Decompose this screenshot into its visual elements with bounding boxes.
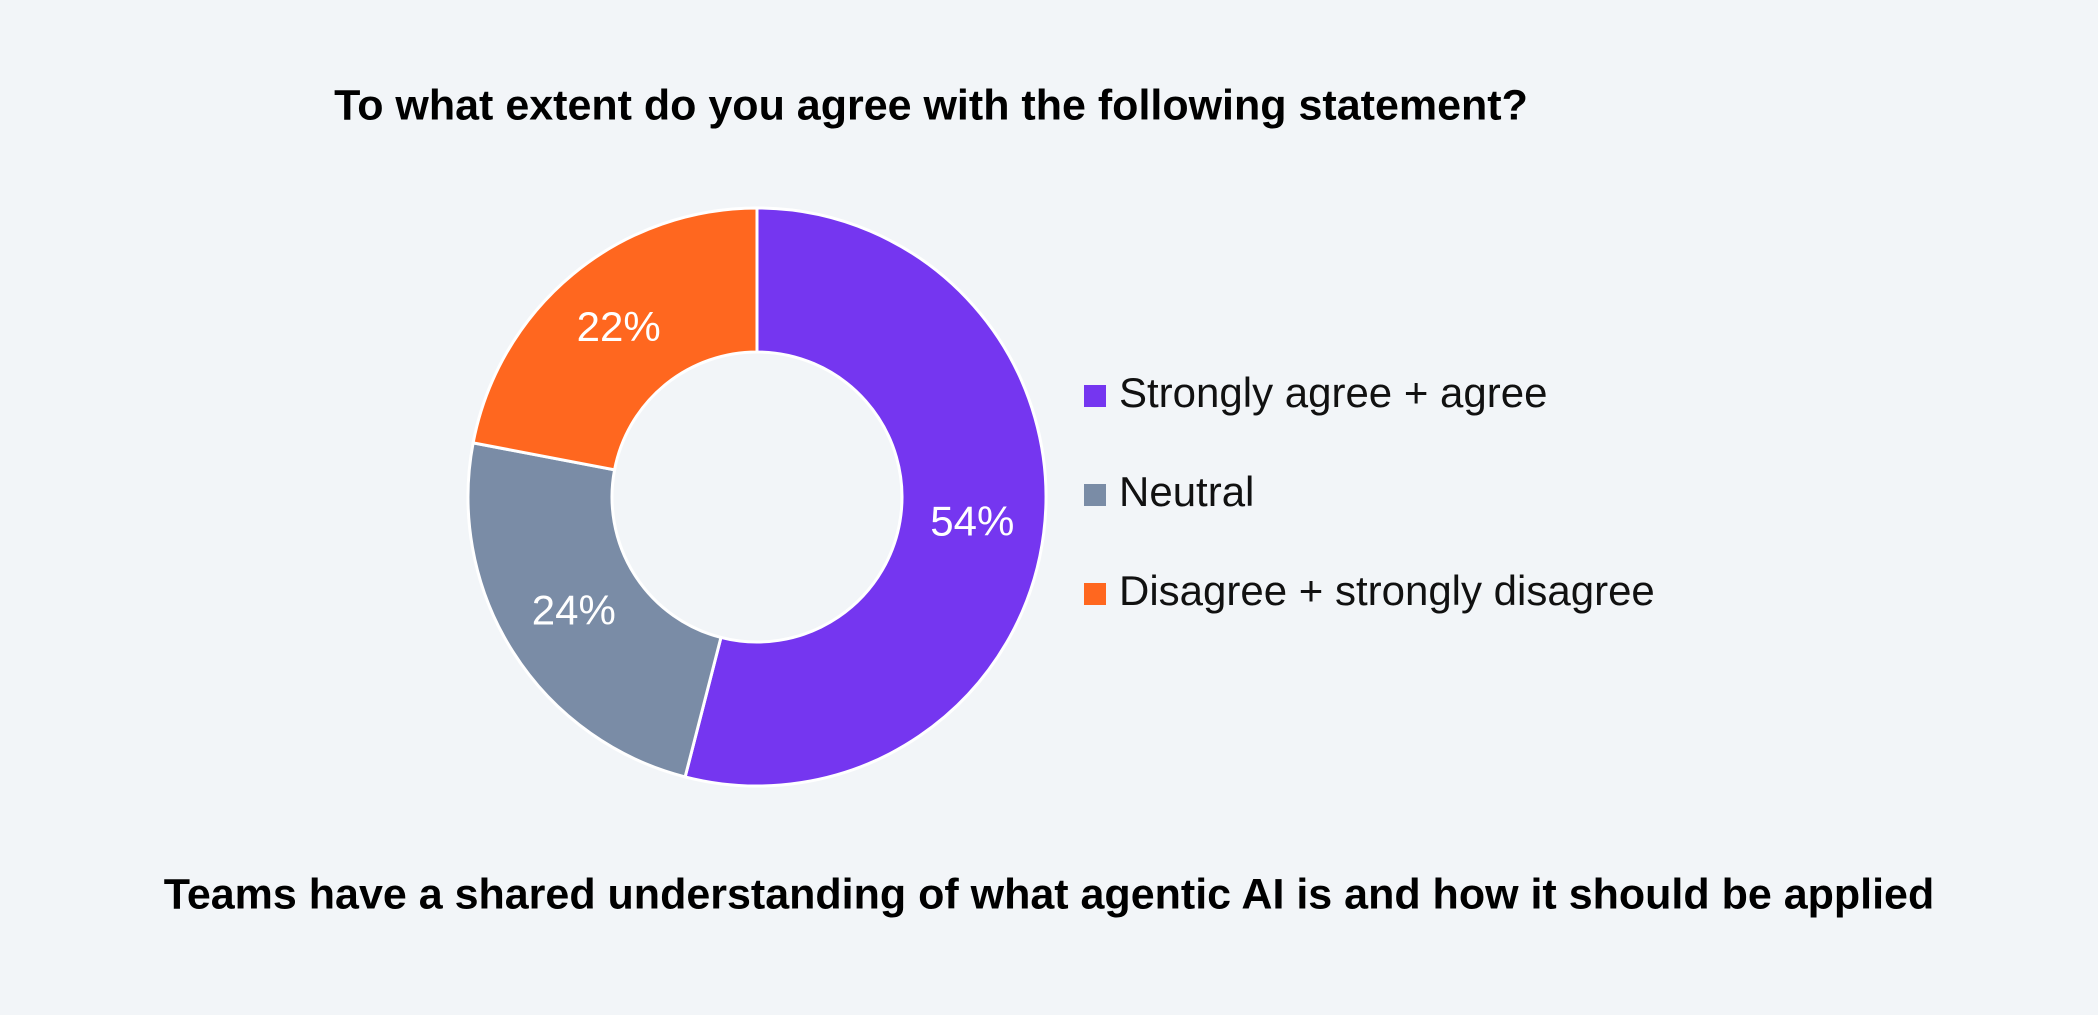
legend-label: Neutral xyxy=(1119,468,1254,515)
legend-swatch xyxy=(1084,484,1106,506)
legend-swatch xyxy=(1084,583,1106,605)
data-label: 54% xyxy=(930,497,1014,544)
chart-title: To what extent do you agree with the fol… xyxy=(334,81,1528,129)
chart-subtitle: Teams have a shared understanding of wha… xyxy=(164,870,1934,918)
legend-label: Disagree + strongly disagree xyxy=(1119,567,1655,614)
donut-slice xyxy=(466,441,723,779)
legend-swatch xyxy=(1084,385,1106,407)
data-label: 22% xyxy=(577,303,661,350)
donut-slice xyxy=(683,206,1048,788)
legend-label: Strongly agree + agree xyxy=(1119,369,1547,416)
data-label: 24% xyxy=(532,586,616,633)
donut-slice xyxy=(471,206,759,472)
